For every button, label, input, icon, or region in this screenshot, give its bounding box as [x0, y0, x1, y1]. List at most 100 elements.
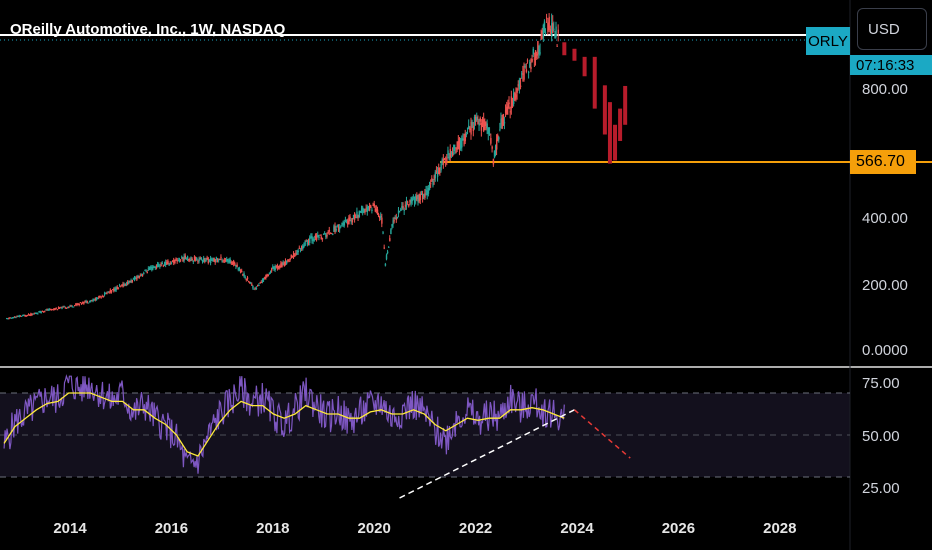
price-tick-label: 800.00 — [862, 81, 908, 98]
candle-body — [282, 262, 284, 265]
candle-body — [18, 315, 21, 317]
forecast-bar — [623, 85, 628, 125]
candle-body — [297, 250, 299, 253]
candle-body — [499, 129, 501, 131]
candle-body — [398, 211, 401, 213]
candle-body — [114, 288, 116, 291]
candle-body — [156, 264, 159, 268]
candle-body — [463, 138, 465, 145]
candle-body — [115, 287, 117, 291]
candle-body — [526, 60, 529, 62]
candle-body — [494, 146, 497, 155]
candle-body — [329, 233, 332, 235]
candle-body — [158, 264, 160, 266]
candle-body — [352, 215, 355, 218]
candle-body — [147, 268, 150, 270]
candle-body — [395, 217, 398, 220]
candle-body — [143, 272, 145, 274]
candle-body — [517, 84, 520, 87]
candle-body — [358, 211, 361, 218]
candle-body — [428, 184, 431, 190]
candle-body — [403, 209, 405, 211]
candle-body — [351, 217, 354, 223]
candle-body — [77, 303, 79, 305]
candle-body — [287, 259, 289, 261]
candle-body — [250, 282, 252, 284]
candle-body — [455, 151, 457, 153]
candle-body — [438, 167, 440, 175]
candle-body — [241, 270, 243, 273]
candle-body — [182, 258, 184, 262]
candle-body — [556, 45, 558, 47]
candle-body — [251, 284, 253, 286]
candle-body — [245, 278, 248, 280]
candle-body — [224, 260, 227, 262]
bar-countdown: 07:16:33 — [850, 55, 932, 75]
candle-body — [49, 308, 52, 310]
candle-body — [256, 284, 259, 287]
candle-body — [60, 306, 62, 308]
candle-body — [124, 284, 127, 286]
candle-body — [61, 306, 63, 309]
candle-body — [364, 211, 366, 213]
candle-body — [208, 259, 211, 261]
forecast-bar — [613, 124, 618, 161]
candle-body — [242, 274, 244, 276]
candle-body — [425, 190, 427, 192]
candle-body — [132, 278, 135, 280]
candle-body — [304, 241, 306, 246]
candle-body — [223, 260, 226, 262]
candle-body — [92, 299, 94, 302]
currency-button[interactable]: USD — [857, 8, 927, 50]
candle-body — [26, 314, 29, 316]
candle-body — [216, 260, 219, 262]
candle-body — [260, 282, 263, 284]
candle-body — [457, 140, 460, 150]
candle-body — [262, 278, 265, 281]
time-axis-ticks: 2014 2016 2018 2020 2022 2024 2026 2028 — [53, 520, 796, 537]
candle-body — [385, 255, 388, 260]
candle-body — [174, 259, 176, 264]
candle-body — [340, 225, 342, 227]
candle-body — [330, 233, 333, 235]
candle-body — [548, 16, 550, 30]
candle-body — [168, 264, 170, 266]
candle-body — [319, 234, 321, 236]
candle-body — [207, 258, 210, 264]
candle-body — [130, 280, 132, 283]
candle-body — [357, 216, 359, 218]
candle-body — [45, 309, 47, 311]
candle-body — [148, 267, 151, 270]
candle-body — [453, 144, 455, 151]
candle-body — [42, 311, 45, 313]
rsi-trendline-projection[interactable] — [573, 409, 631, 459]
candle-body — [391, 224, 393, 227]
price-tick-label: 400.00 — [862, 210, 908, 227]
candle-body — [393, 220, 395, 222]
candle-body — [502, 113, 505, 126]
candle-body — [56, 309, 59, 311]
rsi-trendline[interactable] — [399, 409, 575, 499]
candle-body — [198, 258, 200, 262]
candle-body — [40, 311, 42, 313]
candle-body — [292, 252, 295, 257]
candle-body — [290, 255, 293, 259]
candle-body — [513, 92, 515, 104]
candle-body — [485, 126, 487, 128]
candle-body — [503, 122, 506, 124]
candle-body — [511, 100, 514, 108]
candle-body — [366, 206, 369, 213]
candle-body — [519, 85, 522, 87]
candle-body — [118, 285, 121, 287]
candle-body — [239, 269, 242, 273]
candles — [6, 13, 559, 320]
candle-body — [466, 127, 469, 129]
candle-body — [390, 229, 392, 235]
candle-body — [456, 141, 458, 150]
candle-body — [447, 150, 449, 155]
candle-body — [408, 204, 410, 207]
candle-body — [37, 313, 39, 315]
candle-body — [322, 233, 325, 235]
candle-body — [169, 262, 172, 264]
